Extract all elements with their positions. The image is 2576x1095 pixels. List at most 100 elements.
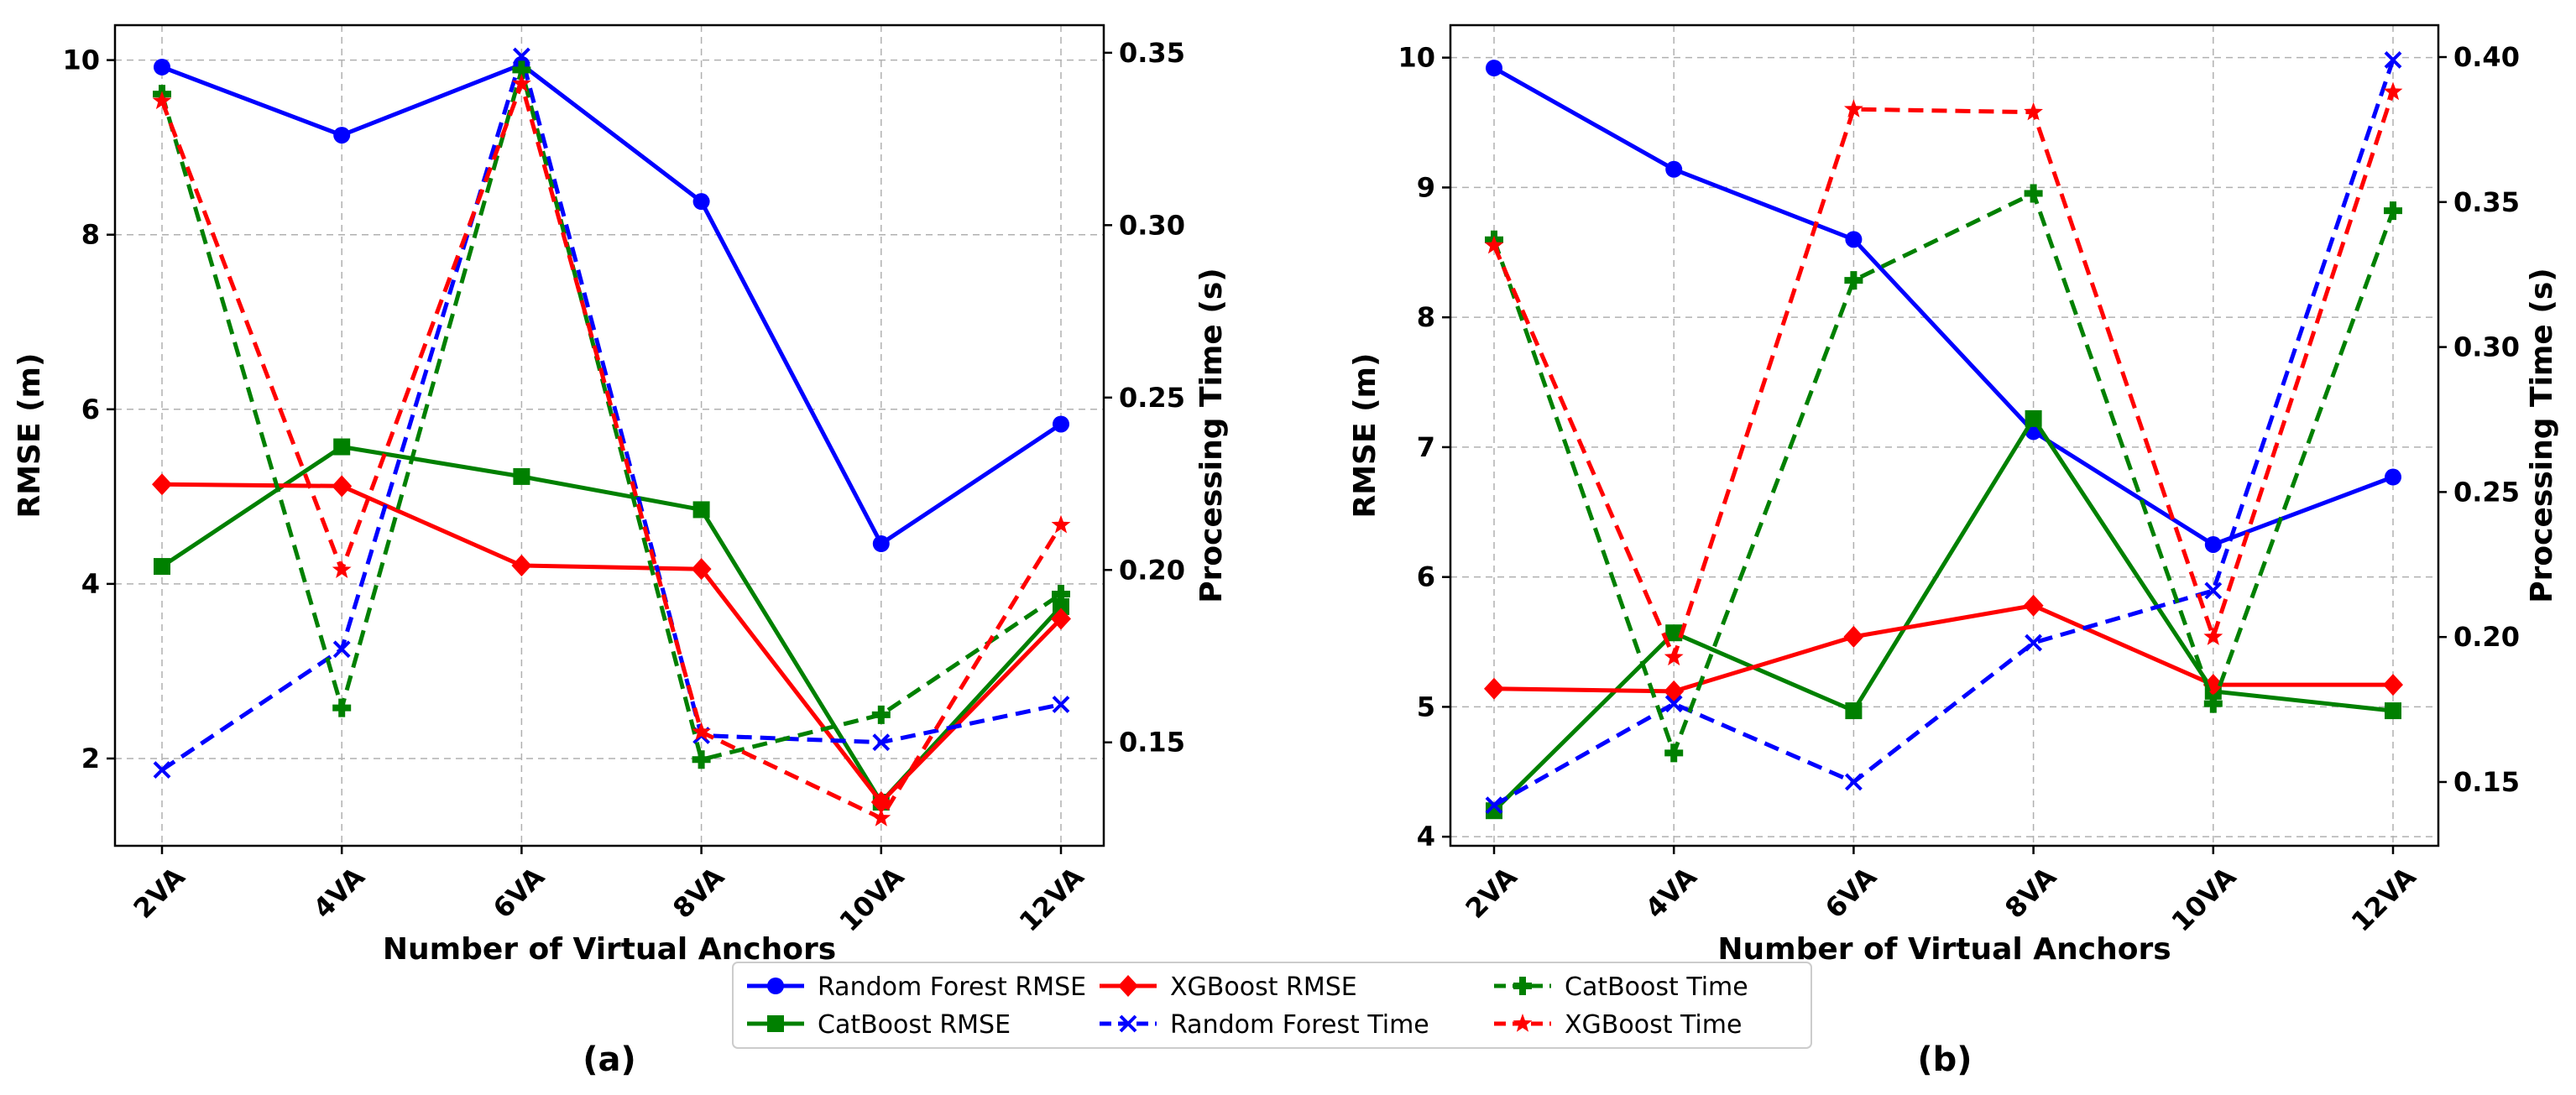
point-xgb_time (152, 91, 172, 110)
point-cb_rmse-shape (2025, 409, 2042, 427)
y2-tick-label: 0.30 (2453, 331, 2520, 363)
x-tick-label: 10VA (2166, 861, 2243, 938)
x-tick-label: 4VA (1639, 861, 1703, 925)
point-xgb_rmse-shape (691, 558, 712, 581)
x-axis-label: Number of Virtual Anchors (383, 932, 836, 967)
point-rf_rmse-shape (1053, 415, 1069, 433)
legend-label: CatBoost Time (1565, 972, 1748, 1002)
point-xgb_time (1484, 235, 1504, 254)
point-xgb_time (2024, 102, 2043, 121)
legend-entry-xgb_rmse: XGBoost RMSE (1100, 972, 1357, 1002)
legend-label: XGBoost Time (1565, 1010, 1742, 1040)
point-cb_time (1664, 743, 1684, 763)
series-xgb_time (152, 73, 1071, 826)
x-tick-label: 6VA (487, 861, 551, 925)
point-xgb_rmse-shape (1843, 625, 1864, 648)
point-cb_time-shape (1664, 743, 1684, 763)
point-cb_rmse-shape (2385, 702, 2401, 720)
point-xgb_time (332, 560, 352, 578)
legend-marker-shape (1513, 1014, 1533, 1032)
point-cb_rmse (1845, 702, 1863, 720)
series-line-cb_time (1492, 190, 2396, 755)
y2-tick-label: 0.15 (2453, 766, 2520, 798)
point-rf_rmse-shape (333, 127, 351, 144)
point-cb_time-shape (2024, 184, 2043, 203)
series-line-rf_rmse (1492, 65, 2394, 547)
point-rf_rmse-shape (2385, 468, 2401, 486)
y-tick-label: 8 (1417, 301, 1435, 333)
y-tick-label: 6 (1417, 561, 1435, 593)
point-rf_time (1485, 796, 1503, 815)
point-cb_time (2024, 184, 2043, 203)
point-xgb_rmse (691, 558, 712, 581)
point-rf_rmse-shape (2204, 535, 2222, 553)
point-cb_rmse (692, 501, 710, 519)
point-xgb_rmse (1051, 607, 1071, 630)
point-cb_time (2384, 201, 2402, 221)
y-tick-label: 4 (1417, 821, 1435, 853)
point-rf_rmse-shape (1665, 160, 1683, 178)
point-cb_rmse (2025, 409, 2042, 427)
point-cb_rmse (2385, 702, 2401, 720)
point-cb_time (2203, 694, 2223, 713)
series-rf_rmse (1486, 60, 2401, 553)
point-cb_time (512, 60, 531, 80)
point-rf_rmse-shape (154, 58, 170, 76)
series-cb_time (1485, 184, 2402, 763)
point-xgb_time (512, 73, 531, 92)
point-xgb_time-shape (1844, 99, 1863, 117)
point-rf_time (332, 640, 351, 659)
x-tick-label: 4VA (307, 861, 371, 925)
x-tick-label: 2VA (1460, 861, 1523, 925)
point-rf_rmse (2385, 468, 2401, 486)
point-rf_rmse-shape (692, 193, 710, 211)
y-axis-label: RMSE (m) (1348, 352, 1382, 518)
point-cb_rmse (513, 467, 530, 485)
point-xgb_rmse-shape (332, 475, 353, 498)
y-tick-label: 5 (1417, 691, 1435, 722)
y2-tick-label: 0.35 (2453, 186, 2520, 218)
point-cb_time (332, 698, 352, 717)
x-tick-label: 2VA (128, 861, 191, 925)
legend-marker-shape (767, 1015, 784, 1032)
point-xgb_time-shape (152, 91, 172, 110)
y2-tick-label: 0.30 (1119, 209, 1185, 241)
point-rf_time-shape (512, 47, 530, 65)
y-tick-label: 7 (1417, 431, 1435, 463)
point-xgb_rmse (332, 475, 353, 498)
point-xgb_time-shape (1664, 647, 1684, 666)
y-tick-label: 10 (1398, 42, 1435, 74)
y2-tick-label: 0.20 (2453, 621, 2520, 653)
point-xgb_time (2203, 627, 2223, 645)
series-rf_time (1485, 51, 2402, 815)
point-rf_time (2204, 581, 2223, 600)
point-cb_rmse (1665, 624, 1683, 642)
x-tick-label: 12VA (1013, 861, 1090, 938)
y2-tick-label: 0.40 (2453, 41, 2520, 73)
point-cb_time-shape (1844, 271, 1863, 290)
point-xgb_time-shape (1051, 514, 1071, 534)
point-cb_time-shape (1052, 585, 1070, 604)
series-rf_time (153, 47, 1070, 780)
point-rf_time (2384, 51, 2402, 69)
point-rf_rmse-shape (1486, 60, 1502, 77)
legend-marker-shape (767, 978, 784, 994)
point-xgb_time-shape (512, 73, 531, 92)
point-xgb_time-shape (692, 722, 711, 741)
point-cb_time-shape (2203, 694, 2223, 713)
point-cb_rmse (1053, 597, 1069, 615)
y2-tick-label: 0.25 (1119, 382, 1185, 414)
point-xgb_rmse-shape (2383, 674, 2403, 696)
point-xgb_time-shape (2383, 81, 2403, 101)
legend-label: CatBoost RMSE (818, 1010, 1011, 1040)
point-rf_rmse (872, 535, 890, 553)
point-cb_rmse-shape (1053, 597, 1069, 615)
legend-label: Random Forest Time (1170, 1010, 1429, 1040)
point-cb_time (692, 750, 711, 769)
legend-entry-cb_time: CatBoost Time (1494, 972, 1748, 1002)
point-cb_rmse-shape (333, 438, 351, 456)
point-cb_time (1844, 271, 1863, 290)
y2-tick-label: 0.20 (1119, 554, 1185, 586)
point-rf_time-shape (2384, 51, 2402, 69)
